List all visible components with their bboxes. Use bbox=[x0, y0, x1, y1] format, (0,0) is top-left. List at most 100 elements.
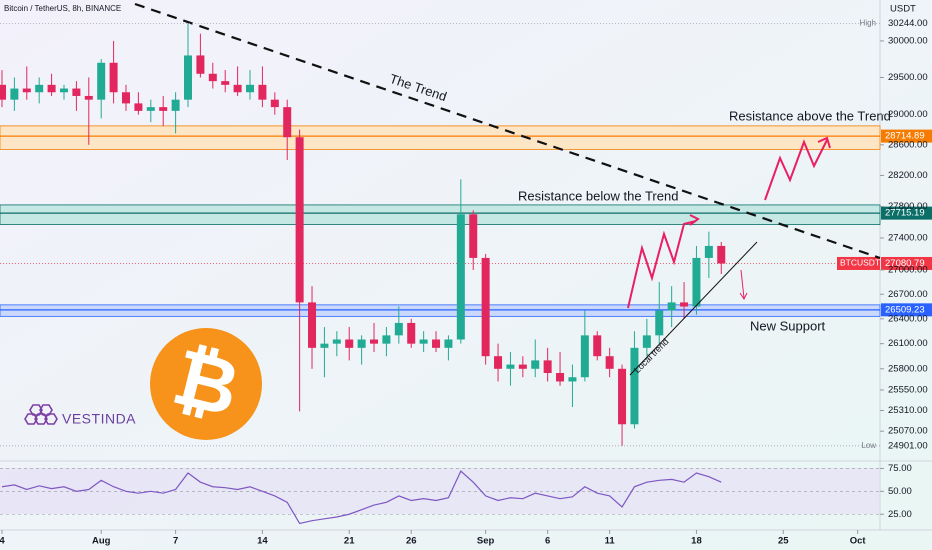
candle-body bbox=[593, 335, 602, 357]
level-value: 26509.23 bbox=[885, 304, 925, 315]
candle-body bbox=[35, 84, 44, 93]
y-tick-label: 28200.00 bbox=[888, 170, 928, 181]
candle-body bbox=[456, 214, 465, 340]
rsi-tick-label: 50.00 bbox=[888, 486, 912, 497]
candle-body bbox=[246, 84, 255, 93]
y-tick-label: 25070.00 bbox=[888, 426, 928, 437]
candle-body bbox=[208, 73, 217, 82]
projection-arrow bbox=[627, 220, 697, 309]
trend-line bbox=[134, 2, 881, 260]
candle-body bbox=[171, 99, 180, 111]
rsi-band bbox=[0, 468, 880, 514]
bitcoin-logo: ₿ bbox=[150, 328, 262, 440]
y-tick-label: 29500.00 bbox=[888, 72, 928, 83]
chart-header: Bitcoin / TetherUS, 8h, BINANCE bbox=[4, 4, 121, 13]
candle-body bbox=[121, 92, 130, 104]
y-tick-label: 27000.00 bbox=[888, 264, 928, 275]
candle-body bbox=[22, 88, 31, 93]
extreme-name: Low bbox=[861, 441, 876, 450]
y-tick-label: 25310.00 bbox=[888, 405, 928, 416]
candle-body bbox=[642, 335, 651, 348]
candle-body bbox=[59, 88, 68, 93]
candle-body bbox=[10, 88, 19, 100]
last-price-badge bbox=[881, 256, 932, 270]
y-tick-label: 26700.00 bbox=[888, 289, 928, 300]
candle-body bbox=[221, 81, 230, 85]
candle-body bbox=[370, 339, 379, 344]
rsi-tick-label: 25.00 bbox=[888, 509, 912, 520]
extreme-label: 24901.00 bbox=[888, 440, 928, 451]
candle-body bbox=[159, 107, 168, 111]
candle-body bbox=[184, 55, 193, 100]
y-tick-label: 26400.00 bbox=[888, 313, 928, 324]
candle-body bbox=[419, 339, 428, 344]
x-tick-label: Sep bbox=[477, 536, 495, 547]
candle-body bbox=[47, 84, 56, 93]
level-name: Resistance below the Trend bbox=[518, 188, 678, 203]
y-tick-label: 25550.00 bbox=[888, 384, 928, 395]
candle-body bbox=[531, 360, 540, 369]
x-tick-label: 25 bbox=[778, 536, 789, 547]
candle-body bbox=[308, 302, 317, 348]
rsi-line bbox=[1, 470, 722, 525]
candle-body bbox=[717, 245, 726, 264]
candle-body bbox=[109, 62, 118, 93]
level-name: New Support bbox=[750, 318, 826, 333]
candle-body bbox=[196, 55, 205, 74]
level-zone bbox=[0, 125, 881, 150]
candle-body bbox=[407, 322, 416, 344]
brand-icon bbox=[24, 404, 58, 425]
y-tick-label: 30000.00 bbox=[888, 35, 928, 46]
level-value: 28714.89 bbox=[885, 131, 925, 142]
arrow-head bbox=[817, 136, 831, 149]
arrow-head bbox=[689, 214, 700, 226]
candle-body bbox=[543, 360, 552, 374]
candle-body bbox=[680, 302, 689, 307]
candle-body bbox=[494, 356, 503, 369]
level-name: Resistance above the Trend bbox=[729, 108, 891, 123]
candle-body bbox=[704, 245, 713, 258]
x-tick-label: 26 bbox=[406, 536, 417, 547]
y-tick-label: 29000.00 bbox=[888, 109, 928, 120]
candle-body bbox=[332, 339, 341, 344]
currency: USDT bbox=[890, 4, 916, 15]
candle-body bbox=[134, 103, 143, 111]
candle-body bbox=[432, 339, 441, 348]
last-price-value: 27080.79 bbox=[885, 258, 925, 269]
level-badge bbox=[881, 303, 932, 317]
x-tick-label: 21 bbox=[344, 536, 355, 547]
x-tick-label: 6 bbox=[545, 536, 550, 547]
level-badge bbox=[881, 206, 932, 220]
x-tick-label: 11 bbox=[605, 536, 616, 547]
candle-body bbox=[295, 137, 304, 303]
x-tick-label: Aug bbox=[92, 536, 111, 547]
candle-body bbox=[618, 368, 627, 425]
candle-body bbox=[270, 99, 279, 108]
down-arrow bbox=[740, 269, 745, 299]
projection-arrow bbox=[764, 139, 828, 201]
extreme-label: 30244.00 bbox=[888, 18, 928, 29]
candle-body bbox=[0, 84, 6, 100]
y-tick-label: 27800.00 bbox=[888, 201, 928, 212]
candle-body bbox=[506, 364, 515, 369]
extreme-name: High bbox=[860, 18, 876, 27]
y-tick-label: 28600.00 bbox=[888, 139, 928, 150]
y-tick-label: 25800.00 bbox=[888, 363, 928, 374]
candle-body bbox=[692, 257, 701, 307]
candle-body bbox=[605, 356, 614, 369]
candle-body bbox=[580, 335, 589, 378]
candle-body bbox=[518, 364, 527, 369]
candle-body bbox=[258, 84, 267, 100]
x-tick-label: 14 bbox=[257, 536, 268, 547]
logo-circle bbox=[150, 328, 262, 440]
candle-body bbox=[320, 343, 329, 348]
candle-body bbox=[667, 302, 676, 311]
level-zone bbox=[0, 304, 881, 317]
y-tick-label: 27400.00 bbox=[888, 233, 928, 244]
candle-body bbox=[146, 107, 155, 111]
candle-body bbox=[283, 107, 292, 138]
last-price-name-badge bbox=[837, 256, 880, 270]
level-value: 27715.19 bbox=[885, 208, 925, 219]
rsi-tick-label: 75.00 bbox=[888, 463, 912, 474]
